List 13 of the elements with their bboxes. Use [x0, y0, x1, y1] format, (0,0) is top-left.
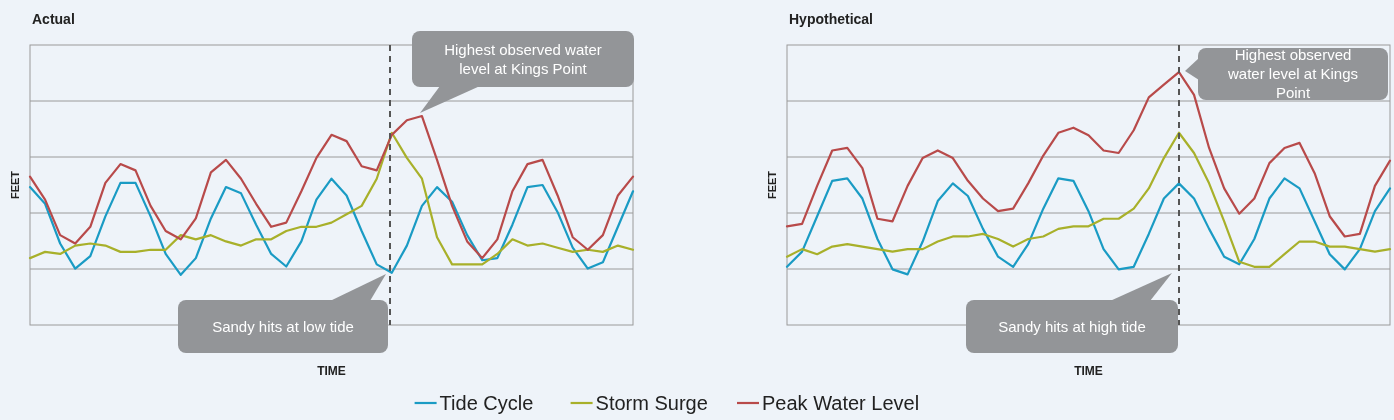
- x-axis-title: TIME: [1074, 364, 1103, 378]
- annotation: Sandy hits at low tide: [212, 317, 354, 335]
- chart-title: Hypothetical: [789, 11, 874, 27]
- y-axis-title: FEET: [766, 170, 778, 200]
- x-axis-title: TIME: [317, 364, 346, 378]
- y-axis-title: FEET: [9, 170, 21, 200]
- chart-title: Actual: [32, 11, 75, 27]
- legend-label: Peak Water Level: [762, 392, 920, 414]
- legend-label: Storm Surge: [595, 392, 708, 414]
- annotation: Highest observed water level at Kings Point: [1226, 46, 1359, 101]
- text: Highest observed water level at Kings Point: [444, 40, 602, 77]
- annotation: Sandy hits at high tide: [998, 317, 1146, 335]
- legend-label: Tide Cycle: [439, 392, 534, 414]
